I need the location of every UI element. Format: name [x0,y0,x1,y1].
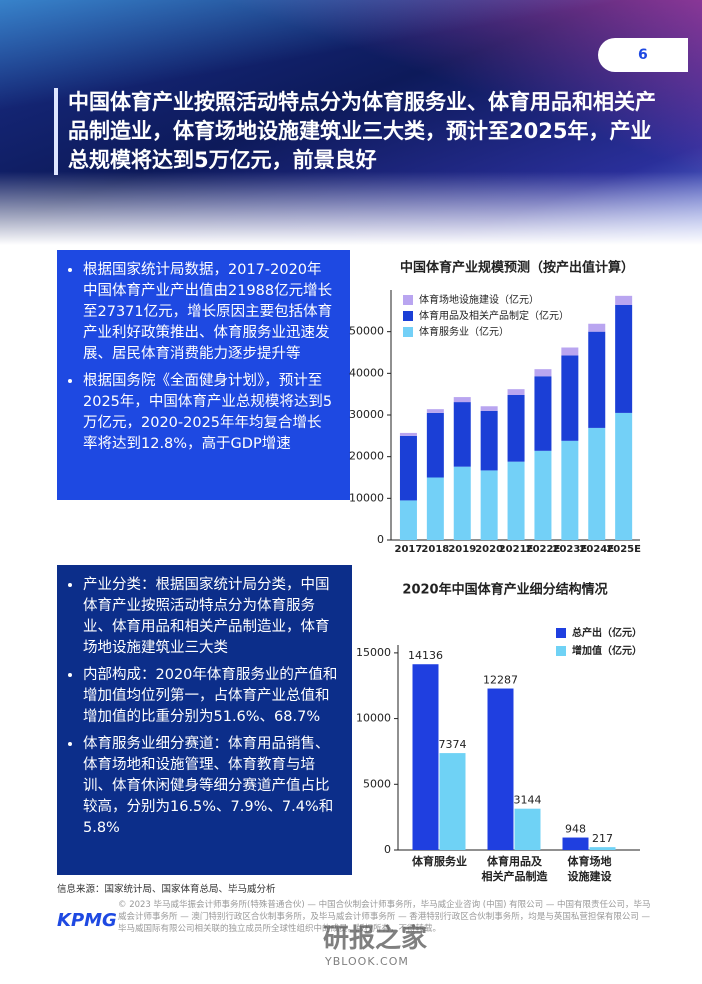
bar-segment [426,412,444,478]
y-tick-label: 50000 [349,325,384,338]
bar [439,753,466,850]
footer-text: © 2023 毕马威华振会计师事务所(特殊普通合伙) — 中国合伙制会计师事务所… [118,900,651,934]
legend-swatch [556,628,566,638]
bullet-item: 产业分类：根据国家统计局分类，中国体育产业按照活动特点分为体育服务业、体育用品和… [83,575,338,659]
page-number: 6 [598,38,688,72]
bar-segment [453,397,471,403]
text-box: 根据国家统计局数据，2017-2020年中国体育产业产出值由21988亿元增长至… [57,250,350,500]
data-label: 948 [565,823,586,836]
x-tick-label: 2022E [526,544,561,555]
y-tick-label: 30000 [349,408,384,421]
y-tick-label: 0 [384,843,391,856]
x-tick-label: 2021E [499,544,534,555]
bar-segment [534,450,552,540]
data-label: 14136 [408,649,443,662]
bar-segment [480,470,498,540]
legend-label: 增加值（亿元） [572,644,642,657]
legend-label: 总产出（亿元） [572,626,642,639]
legend-label: 体育场地设施建设（亿元） [419,293,539,306]
legend-swatch [403,295,413,305]
bar-segment [426,409,444,413]
bar [412,664,439,850]
data-label: 217 [592,832,613,845]
x-tick-label: 2024E [579,544,614,555]
watermark-url: YBLOOK.COM [325,955,409,968]
bar-segment [615,305,633,413]
bullet-list: 产业分类：根据国家统计局分类，中国体育产业按照活动特点分为体育服务业、体育用品和… [67,575,338,839]
x-tick-label: 2019 [448,544,476,555]
watermark: 研报之家 YBLOOK.COM [275,918,427,968]
legend-swatch [556,646,566,656]
bar-segment [561,347,579,356]
bar-segment [507,395,525,462]
page-title: 中国体育产业按照活动特点分为体育服务业、体育用品和相关产品制造业，体育场地设施建… [54,88,658,175]
bar-segment [480,406,498,411]
y-tick-label: 5000 [363,777,391,790]
bar-segment [399,432,417,436]
x-tick-label: 2018 [421,544,449,555]
bar [589,847,616,850]
watermark-name: 研报之家 [323,924,428,954]
bullet-item: 内部构成：2020年体育服务业的产值和增加值均位列第一，占体育产业总值和增加值的… [83,665,338,728]
chart-title: 2020年中国体育产业细分结构情况 [402,582,607,598]
bar-segment [615,295,633,305]
y-tick-label: 10000 [356,712,391,725]
legend-label: 体育用品及相关产品制定（亿元） [419,309,569,322]
legend-swatch [403,311,413,321]
bar-segment [588,331,606,428]
x-tick-label: 体育场地 设施建设 [567,855,612,883]
bar-segment [399,435,417,501]
x-tick-label: 体育用品及 相关产品制造 [481,855,548,883]
y-tick-label: 0 [377,533,384,546]
header-background [0,0,702,245]
legend-label: 体育服务业（亿元） [419,325,509,338]
logo: KPMG [57,910,117,931]
bar-segment [615,412,633,540]
data-label: 7374 [439,738,467,751]
bar [487,688,514,850]
x-tick-label: 2020 [475,544,503,555]
text-box: 产业分类：根据国家统计局分类，中国体育产业按照活动特点分为体育服务业、体育用品和… [57,565,352,875]
x-tick-label: 2023E [553,544,588,555]
data-label: 12287 [483,674,518,687]
bullet-item: 根据国家统计局数据，2017-2020年中国体育产业产出值由21988亿元增长至… [83,260,336,365]
bar-segment [534,369,552,377]
y-tick-label: 20000 [349,450,384,463]
bar-segment [588,427,606,540]
x-tick-label: 2025E [606,544,641,555]
bar [514,808,541,850]
bar-segment [588,323,606,332]
bar-segment [453,402,471,467]
bar [562,837,589,850]
bar-segment [426,477,444,540]
bar-segment [507,389,525,395]
bar-segment [534,376,552,451]
bar-segment [399,500,417,540]
y-tick-label: 15000 [356,646,391,659]
y-tick-label: 40000 [349,366,384,379]
bar-segment [561,440,579,540]
bar-segment [507,461,525,540]
legend-swatch [403,327,413,337]
bar-segment [453,466,471,540]
bullet-item: 根据国务院《全面健身计划》，预计至2025年，中国体育产业总规模将达到5万亿元，… [83,371,336,455]
x-tick-label: 体育服务业 [412,855,467,868]
chart-title: 中国体育产业规模预测（按产出值计算） [400,260,634,276]
source-note: 信息来源：国家统计局、国家体育总局、毕马威分析 [57,884,276,895]
x-tick-label: 2017 [395,544,423,555]
bar-segment [561,355,579,441]
bar-segment [480,410,498,471]
bullet-list: 根据国家统计局数据，2017-2020年中国体育产业产出值由21988亿元增长至… [67,260,336,455]
y-tick-label: 10000 [349,491,384,504]
bullet-item: 体育服务业细分赛道：体育用品销售、体育场地和设施管理、体育教育与培训、体育休闲健… [83,734,338,839]
data-label: 3144 [514,794,542,807]
